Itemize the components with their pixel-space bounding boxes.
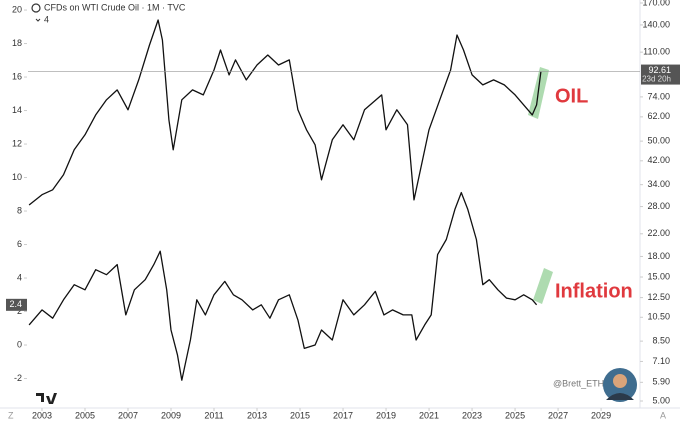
value-badge-text: 2.4 bbox=[9, 299, 22, 309]
y-tick-label: -2 bbox=[14, 373, 22, 383]
watermark: @Brett_ETH bbox=[553, 378, 604, 388]
y2-tick-label: 18.00 bbox=[647, 251, 670, 261]
tv-logo bbox=[36, 393, 57, 404]
price-badge-countdown: 23d 20h bbox=[642, 75, 671, 84]
x-tick-label: 2019 bbox=[376, 410, 396, 420]
y-tick-label: 18 bbox=[12, 38, 22, 48]
y2-tick-label: 15.00 bbox=[647, 271, 670, 281]
toggle-chevron[interactable] bbox=[35, 18, 41, 22]
y2-tick-label: 5.90 bbox=[652, 377, 670, 387]
x-tick-label: 2025 bbox=[505, 410, 525, 420]
x-tick-label: 2023 bbox=[462, 410, 482, 420]
x-tick-label: 2011 bbox=[204, 410, 223, 420]
symbol-icon bbox=[31, 3, 41, 13]
scale-button[interactable]: Z bbox=[8, 410, 14, 420]
price-badge-value: 92.61 bbox=[648, 65, 671, 75]
x-tick-label: 2027 bbox=[548, 410, 568, 420]
y2-tick-label: 140.00 bbox=[642, 19, 670, 29]
x-tick-label: 2015 bbox=[290, 410, 310, 420]
avatar-face bbox=[613, 374, 627, 388]
y-tick-label: 8 bbox=[17, 205, 22, 215]
price-badge bbox=[641, 64, 680, 85]
x-tick-label: 2013 bbox=[247, 410, 267, 420]
y-tick-label: 2 bbox=[17, 306, 22, 316]
y2-tick-label: 170.00 bbox=[642, 0, 670, 7]
x-tick-label: 2009 bbox=[161, 410, 181, 420]
y-tick-label: 0 bbox=[17, 339, 22, 349]
y2-tick-label: 5.00 bbox=[652, 395, 670, 405]
y2-tick-label: 34.00 bbox=[647, 179, 670, 189]
y2-tick-label: 74.00 bbox=[647, 91, 670, 101]
y2-tick-label: 7.10 bbox=[652, 356, 670, 366]
scale-button[interactable]: A bbox=[660, 410, 666, 420]
y2-tick-label: 8.50 bbox=[652, 336, 670, 346]
y-tick-label: 20 bbox=[12, 4, 22, 14]
legend-toggle[interactable]: 4 bbox=[44, 14, 49, 24]
inflation-highlight bbox=[533, 268, 553, 304]
avatar-body bbox=[606, 393, 634, 400]
x-tick-label: 2017 bbox=[333, 410, 353, 420]
y2-tick-label: 10.50 bbox=[647, 312, 670, 322]
x-tick-label: 2021 bbox=[419, 410, 439, 420]
y2-tick-label: 50.00 bbox=[647, 136, 670, 146]
series-line bbox=[28, 191, 538, 381]
y2-tick-label: 110.00 bbox=[643, 47, 670, 57]
y-tick-label: 6 bbox=[17, 239, 22, 249]
y-tick-label: 12 bbox=[12, 138, 22, 148]
x-tick-label: 2003 bbox=[32, 410, 52, 420]
value-badge bbox=[6, 298, 27, 311]
y-tick-label: 14 bbox=[12, 105, 22, 115]
chart-title: CFDs on WTI Crude Oil · 1M · TVC bbox=[44, 2, 186, 12]
y2-tick-label: 28.00 bbox=[647, 201, 670, 211]
y2-tick-label: 42.00 bbox=[647, 155, 670, 165]
series-label: OIL bbox=[555, 85, 588, 107]
x-tick-label: 2005 bbox=[75, 410, 95, 420]
y2-tick-label: 22.00 bbox=[647, 228, 670, 238]
x-tick-label: 2007 bbox=[118, 410, 138, 420]
x-tick-label: 2029 bbox=[591, 410, 611, 420]
y-tick-label: 4 bbox=[17, 272, 22, 282]
y2-tick-label: 12.50 bbox=[647, 292, 670, 302]
series-line bbox=[28, 19, 542, 206]
y-tick-label: 10 bbox=[12, 172, 22, 182]
series-label: Inflation bbox=[555, 280, 633, 302]
y2-tick-label: 62.00 bbox=[647, 111, 670, 121]
y-tick-label: 16 bbox=[12, 71, 22, 81]
